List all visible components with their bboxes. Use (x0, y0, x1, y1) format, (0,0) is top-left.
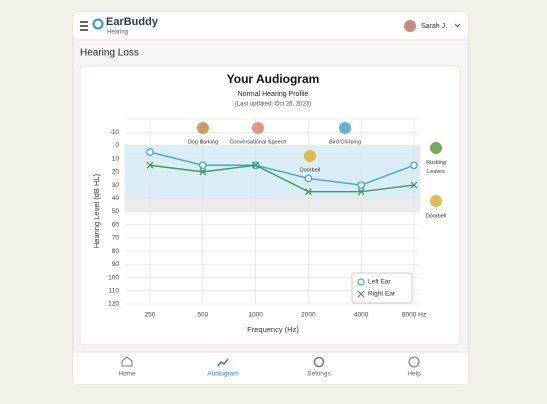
left-ear-point (146, 148, 154, 156)
annotation-icon (430, 195, 442, 207)
y-tick-label: 80 (112, 248, 120, 255)
range-band (125, 198, 420, 212)
legend-marker (357, 290, 365, 298)
annotation-label: Doorbell (300, 167, 320, 173)
nav-label[interactable]: Home (118, 371, 136, 378)
right-ear-point (252, 161, 260, 169)
home-icon[interactable] (121, 356, 133, 367)
annotation-label: Dog Barking (188, 139, 218, 145)
y-tick-label: 100 (108, 274, 119, 281)
chart-note: (Last updated: Oct 26, 2023) (235, 102, 311, 108)
x-tick-label: 500 (197, 312, 208, 319)
legend-label: Right Ear (368, 291, 396, 298)
y-tick-label: 20 (112, 169, 120, 176)
legend-box (351, 272, 413, 304)
annotation-label: Conversational Speech (230, 139, 287, 145)
app-name: EarBuddy (106, 16, 159, 28)
left-ear-point (357, 181, 366, 189)
menu-button[interactable] (80, 21, 88, 31)
annotation-icon (304, 150, 316, 162)
x-tick-label: 8000 Hz (402, 312, 426, 319)
x-tick-label: 250 (145, 312, 156, 319)
chart-title: Your Audiogram (227, 72, 320, 86)
y-tick-label: 50 (112, 208, 120, 215)
header (73, 12, 468, 40)
nav-label[interactable]: Audiogram (207, 371, 238, 378)
y-tick-label: 40 (112, 195, 120, 202)
user-name[interactable]: Sarah J. (421, 23, 447, 30)
annotation-label: Rustling Leaves (426, 160, 446, 175)
y-tick-label: 60 (112, 221, 120, 228)
nav-label[interactable]: Help (407, 371, 421, 378)
right-ear-point (357, 188, 365, 196)
settings-icon[interactable] (313, 356, 325, 368)
x-tick-label: 2000 (301, 312, 316, 319)
help-icon[interactable] (408, 356, 420, 368)
annotation-label: Doorbell (426, 213, 446, 219)
y-tick-label: 90 (112, 261, 120, 268)
logo (92, 18, 104, 30)
y-tick-label: 120 (108, 301, 119, 308)
series-line (149, 151, 415, 186)
left-ear-point (410, 161, 418, 170)
avatar[interactable] (404, 20, 416, 32)
nav-label[interactable]: Settings (307, 371, 331, 378)
annotation-label: Bird Chirping (329, 139, 361, 145)
chart-subtitle: Normal Hearing Profile (238, 91, 309, 98)
right-ear-point (146, 161, 154, 169)
y-tick-label: -10 (110, 129, 120, 136)
annotation-icon (430, 142, 442, 154)
legend-label: Left Ear (368, 279, 392, 286)
annotation-icon (339, 122, 351, 134)
annotation-icon (252, 122, 264, 134)
right-ear-point (199, 168, 207, 176)
left-ear-point (198, 161, 207, 170)
page-title: Hearing Loss (80, 48, 139, 59)
series-line (149, 164, 415, 193)
bottom-nav (73, 352, 468, 384)
right-ear-point (304, 188, 312, 196)
legend-marker (357, 278, 365, 286)
x-tick-label: 1000 (248, 312, 263, 319)
app-subtitle: Hearing (107, 30, 128, 36)
nav-items: Home Audiogram Settings Help (118, 371, 421, 378)
annotation-icon (197, 122, 209, 134)
y-tick-label: 10 (112, 155, 120, 162)
y-tick-label: 0 (115, 142, 119, 149)
y-tick-label: 30 (112, 182, 120, 189)
y-axis-label: Hearing Level (dB HL) (92, 173, 101, 248)
y-tick-label: 70 (112, 235, 120, 242)
x-tick-label: 4000 (354, 312, 369, 319)
plot: -10 0 10 20 30 40 50 60 70 80 90 100 110 120 250 500 100… (108, 118, 446, 319)
x-axis-label: Frequency (Hz) (247, 325, 299, 334)
audiogram-icon[interactable] (217, 358, 229, 367)
left-ear-point (304, 174, 313, 183)
right-ear-point (410, 181, 418, 189)
y-tick-label: 110 (109, 288, 120, 295)
user-dropdown[interactable] (454, 23, 461, 28)
